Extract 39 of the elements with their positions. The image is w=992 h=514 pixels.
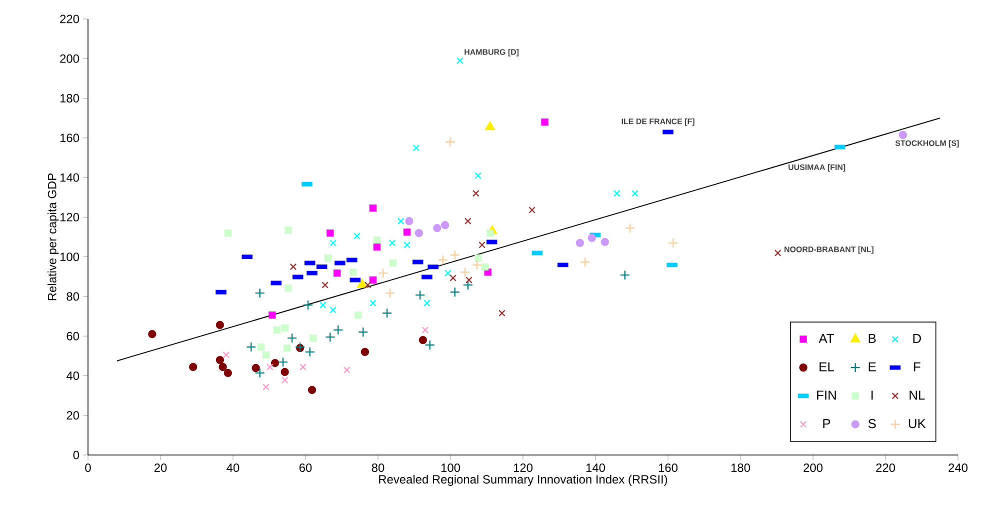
y-tick-label: 60: [66, 332, 80, 340]
legend-label: S: [868, 419, 876, 428]
legend-label: E: [868, 362, 876, 372]
y-tick-label: 20: [66, 411, 80, 420]
y-tick-label: 180: [60, 94, 80, 102]
legend-label: UK: [908, 419, 926, 428]
x-tick-label: 60: [299, 464, 312, 472]
y-tick-label: 0: [73, 450, 80, 460]
legend-label: AT: [818, 334, 834, 343]
legend-label: FIN: [817, 390, 836, 400]
x-tick-label: 240: [948, 464, 968, 472]
legend-label: EL: [820, 362, 834, 372]
y-tick-label: 40: [66, 372, 80, 380]
x-tick-label: 100: [441, 464, 460, 472]
x-axis-title: Revealed Regional Summary Innovation Index (RRSII): [379, 474, 668, 486]
y-tick-label: 80: [66, 292, 80, 301]
y-tick-label: 200: [60, 54, 80, 63]
y-axis-title: Relative per capita GDP: [48, 174, 59, 300]
x-tick-label: 40: [226, 464, 240, 472]
legend-label: B: [868, 334, 876, 343]
x-tick-label: 220: [876, 464, 896, 472]
y-tick-label: 100: [60, 252, 80, 262]
legend-label: F: [914, 362, 920, 372]
x-tick-label: 160: [658, 464, 678, 472]
legend-label: I: [872, 390, 873, 400]
x-tick-label: 200: [804, 464, 823, 472]
x-tick-label: 80: [372, 464, 384, 472]
y-tick-label: 120: [60, 212, 80, 222]
legend-label: D: [913, 334, 921, 343]
legend-label: P: [823, 419, 830, 428]
legend-label: NL: [910, 390, 925, 400]
y-tick-label: 140: [60, 173, 80, 182]
y-tick-label: 160: [60, 134, 80, 142]
x-tick-label: 20: [154, 464, 167, 472]
x-tick-label: 140: [586, 464, 606, 472]
x-tick-label: 0: [85, 464, 91, 472]
x-tick-label: 180: [731, 464, 750, 472]
x-tick-label: 120: [514, 464, 533, 472]
y-tick-label: 220: [60, 14, 80, 24]
